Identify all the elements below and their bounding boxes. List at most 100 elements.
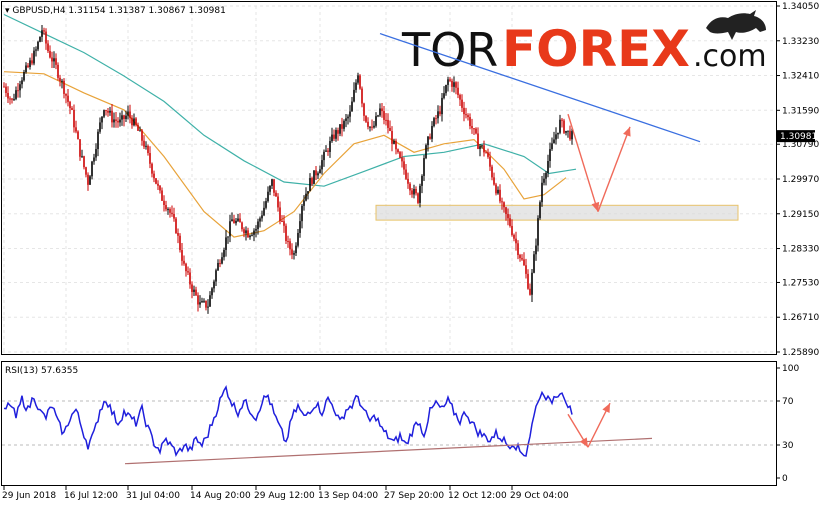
candle-body [197, 295, 199, 305]
candle-body [545, 172, 547, 179]
candle-body [491, 166, 493, 178]
candle-body [67, 95, 69, 102]
candle-body [233, 219, 235, 224]
candle-body [327, 150, 329, 152]
candle-body [187, 271, 189, 273]
support-rect [375, 204, 739, 221]
candle-body [179, 235, 181, 251]
candle-body [443, 93, 445, 98]
candle-body [355, 82, 357, 90]
candle-body [227, 236, 229, 238]
time-tick-label: 16 Jul 12:00 [64, 491, 118, 501]
candle-body [413, 189, 415, 195]
candle-body [37, 41, 39, 50]
candle-body [281, 221, 283, 223]
price-panel-frame [1, 1, 777, 355]
candle-body [289, 241, 291, 250]
rsi-trendline [124, 437, 653, 465]
candle-body [151, 163, 153, 174]
candle-body [199, 302, 201, 305]
candle-body [155, 178, 157, 184]
candle-body [229, 221, 231, 237]
candle-body [297, 232, 299, 246]
forecast-arrow-head [591, 201, 600, 212]
ma-fast-path [3, 71, 567, 238]
candle-body [275, 192, 277, 197]
candle-body [191, 284, 193, 292]
candle-body [163, 200, 165, 206]
bull-logo-icon [706, 10, 766, 40]
candle-body [461, 99, 463, 108]
candle-body [459, 94, 461, 100]
candle-body [535, 245, 537, 255]
candle-body [167, 209, 169, 211]
candle-body [3, 86, 5, 88]
price-tick-label: 1.33230 [782, 37, 819, 47]
candle-body [511, 225, 513, 235]
candle-body [207, 306, 209, 308]
candle-body [267, 191, 269, 202]
ma-fast-line [3, 71, 567, 238]
candle-body [117, 120, 119, 123]
candle-body [487, 152, 489, 157]
candle-body [497, 189, 499, 194]
candle-body [81, 156, 83, 158]
candle-body [273, 179, 275, 193]
candle-body [135, 118, 137, 125]
candle-body [391, 131, 393, 144]
rsi-forecast-arrows [567, 402, 611, 448]
candle-body [23, 72, 25, 81]
candle-body [561, 119, 563, 121]
candle-body [411, 190, 413, 195]
candle-body [457, 87, 459, 95]
candle-body [21, 80, 23, 85]
time-tick-label: 29 Oct 04:00 [510, 491, 569, 501]
candle-body [49, 51, 51, 58]
candle-body [301, 205, 303, 222]
candle-body [51, 57, 53, 62]
candle-body [119, 119, 121, 123]
candle-body [111, 110, 113, 123]
resistance-trendline [379, 32, 701, 143]
candle-body [323, 151, 325, 161]
candle-body [403, 161, 405, 170]
candle-body [465, 114, 467, 116]
candle-body [425, 145, 427, 159]
candle-body [75, 127, 77, 132]
candle-body [325, 150, 327, 152]
forecast-arrow [567, 113, 599, 212]
price-tick-label: 1.25890 [782, 348, 819, 358]
candle-body [331, 134, 333, 142]
candle-body [47, 43, 49, 52]
price-tick-label: 1.29150 [782, 210, 819, 220]
candle-body [333, 134, 335, 139]
candle-body [287, 241, 289, 243]
candle-body [537, 218, 539, 246]
candle-body [5, 86, 7, 93]
candle-body [65, 93, 67, 96]
candle-body [105, 110, 107, 112]
candle-body [131, 117, 133, 126]
candle-body [77, 131, 79, 140]
candle-body [547, 161, 549, 173]
candle-body [431, 126, 433, 139]
candle-body [235, 220, 237, 224]
candle-body [303, 200, 305, 206]
time-tick-label: 14 Aug 20:00 [190, 491, 251, 501]
candle-body [473, 128, 475, 130]
candle-body [237, 218, 239, 221]
candle-body [205, 300, 207, 308]
forecast-arrow-head [623, 126, 631, 137]
candle-body [567, 130, 569, 132]
candle-body [499, 189, 501, 202]
time-tick-label: 29 Aug 12:00 [254, 491, 315, 501]
price-tick-label: 1.27530 [782, 278, 819, 288]
current-price-label: 1.30981 [777, 130, 817, 143]
candle-body [409, 183, 411, 191]
candle-body [239, 218, 241, 223]
candle-body [533, 254, 535, 273]
candle-body [125, 115, 127, 119]
candle-body [483, 145, 485, 153]
candle-body [211, 288, 213, 296]
rsi-path [3, 384, 573, 457]
